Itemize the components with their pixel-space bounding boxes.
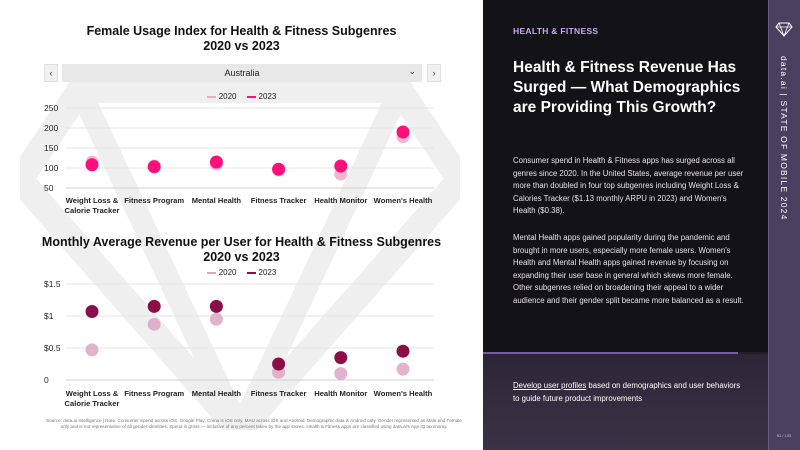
chart1-plot: 50 100 150 200 250 Weight Loss &Calorie Track… bbox=[44, 103, 434, 215]
chart-area: Female Usage Index for Health & Fitness … bbox=[0, 24, 483, 430]
y-tick-label: $1.5 bbox=[44, 279, 61, 289]
data-point-2023 bbox=[209, 299, 223, 313]
legend-swatch bbox=[206, 95, 216, 98]
data-point-2023 bbox=[272, 162, 286, 176]
legend-item-2020: 2020 bbox=[206, 92, 237, 101]
y-tick-label: $0.5 bbox=[44, 343, 61, 353]
x-category-label: Women's Health bbox=[374, 389, 433, 398]
headline: Health & Fitness Revenue Has Surged — Wh… bbox=[513, 59, 741, 116]
legend-item-2023: 2023 bbox=[246, 92, 277, 101]
data-point-2020 bbox=[85, 343, 99, 357]
legend-item-2020: 2020 bbox=[206, 268, 237, 277]
chart2-title-line2: 2020 vs 2023 bbox=[203, 250, 280, 264]
x-category-label: Mental Health bbox=[192, 389, 242, 398]
x-category-label: Weight Loss & bbox=[66, 196, 119, 205]
insight-bottom bbox=[483, 354, 768, 450]
insight-panel: HEALTH & FITNESS Health & Fitness Revenu… bbox=[483, 0, 768, 450]
data-point-2023 bbox=[85, 305, 99, 319]
x-category-label: Calorie Tracker bbox=[65, 399, 120, 408]
chart2-legend: 2020 2023 bbox=[0, 268, 483, 277]
legend-label: 2020 bbox=[218, 92, 237, 101]
chart2-title: Monthly Average Revenue per User for Hea… bbox=[20, 235, 463, 265]
chevron-left-icon: ‹ bbox=[49, 68, 53, 78]
paragraph-2: Mental Health apps gained popularity dur… bbox=[513, 233, 744, 305]
legend-label: 2020 bbox=[218, 268, 237, 277]
y-tick-label: 250 bbox=[44, 103, 58, 113]
country-value: Australia bbox=[224, 68, 260, 78]
country-dropdown[interactable]: Australia ⌄ bbox=[62, 64, 422, 82]
x-category-label: Fitness Program bbox=[124, 389, 184, 398]
chart1-title-line1: Female Usage Index for Health & Fitness … bbox=[86, 24, 397, 38]
data-point-2023 bbox=[85, 158, 99, 172]
cta-text: based on demographics and user behaviors… bbox=[513, 381, 741, 403]
y-tick-label: 50 bbox=[44, 183, 54, 193]
y-tick-label: 150 bbox=[44, 143, 58, 153]
call-to-action: Develop user profiles based on demograph… bbox=[513, 380, 745, 405]
legend-swatch bbox=[246, 271, 256, 274]
legend-label: 2023 bbox=[258, 268, 277, 277]
x-category-label: Mental Health bbox=[192, 196, 242, 205]
side-label: data.ai | STATE OF MOBILE 2024 bbox=[771, 56, 797, 256]
x-category-label: Fitness Program bbox=[124, 196, 184, 205]
data-point-2023 bbox=[396, 344, 410, 358]
data-point-2020 bbox=[396, 362, 410, 376]
legend-swatch bbox=[246, 95, 256, 98]
data-point-2020 bbox=[147, 317, 161, 331]
x-category-label: Health Monitor bbox=[314, 389, 367, 398]
divider bbox=[483, 352, 738, 354]
data-point-2023 bbox=[396, 125, 410, 139]
y-tick-label: 200 bbox=[44, 123, 58, 133]
y-tick-label: 100 bbox=[44, 163, 58, 173]
chevron-down-icon: ⌄ bbox=[408, 66, 416, 76]
data-point-2020 bbox=[209, 312, 223, 326]
x-category-label: Calorie Tracker bbox=[65, 206, 120, 215]
insight-top bbox=[483, 0, 768, 352]
category-tag: HEALTH & FITNESS bbox=[513, 26, 599, 36]
legend-item-2023: 2023 bbox=[246, 268, 277, 277]
y-tick-label: $1 bbox=[44, 311, 54, 321]
chart1-title-line2: 2020 vs 2023 bbox=[203, 39, 280, 53]
legend-swatch bbox=[206, 271, 216, 274]
x-category-label: Health Monitor bbox=[314, 196, 367, 205]
chart1-legend: 2020 2023 bbox=[0, 92, 483, 101]
data-point-2023 bbox=[334, 159, 348, 173]
data-point-2023 bbox=[147, 299, 161, 313]
data-point-2023 bbox=[147, 160, 161, 174]
data-point-2020 bbox=[334, 367, 348, 381]
side-line bbox=[768, 0, 769, 450]
side-label-text: data.ai | STATE OF MOBILE 2024 bbox=[779, 56, 789, 221]
chart2-title-line1: Monthly Average Revenue per User for Hea… bbox=[41, 235, 442, 249]
source-note: Source: data.ai Intelligence | Note: Con… bbox=[46, 418, 462, 429]
data-point-2023 bbox=[334, 351, 348, 365]
page-number: 91 / 133 bbox=[776, 433, 792, 438]
legend-label: 2023 bbox=[258, 92, 277, 101]
y-tick-label: 0 bbox=[44, 375, 49, 385]
paragraph-1: Consumer spend in Health & Fitness apps … bbox=[513, 156, 744, 215]
next-button[interactable]: › bbox=[427, 64, 441, 82]
country-selector: ‹ Australia ⌄ › bbox=[44, 64, 441, 82]
chart1-title: Female Usage Index for Health & Fitness … bbox=[20, 24, 463, 54]
chart2-plot: 0 $0.5 $1 $1.5 Weight Loss &Calorie Tracker F… bbox=[44, 279, 434, 408]
data-point-2023 bbox=[209, 155, 223, 169]
x-category-label: Women's Health bbox=[374, 196, 433, 205]
x-category-label: Weight Loss & bbox=[66, 389, 119, 398]
prev-button[interactable]: ‹ bbox=[44, 64, 58, 82]
x-category-label: Fitness Tracker bbox=[251, 389, 307, 398]
data-point-2023 bbox=[272, 357, 286, 371]
cta-link[interactable]: Develop user profiles bbox=[513, 381, 587, 390]
side-bar: data.ai | STATE OF MOBILE 2024 91 / 133 bbox=[768, 0, 800, 450]
diamond-logo-icon bbox=[775, 22, 793, 38]
chevron-right-icon: › bbox=[432, 68, 436, 78]
x-category-label: Fitness Tracker bbox=[251, 196, 307, 205]
